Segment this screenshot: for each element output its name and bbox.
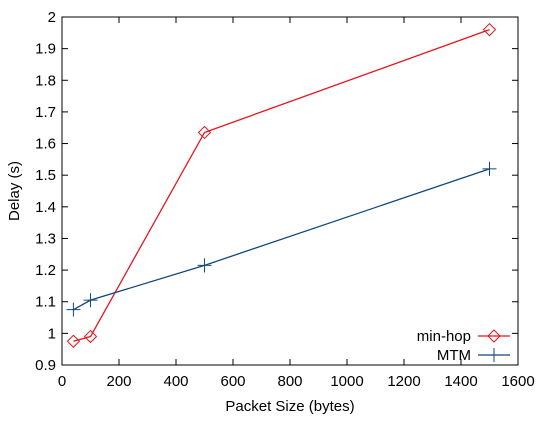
- y-tick-label: 1.7: [35, 104, 56, 121]
- data-point: [197, 258, 212, 273]
- y-tick-label: 1.5: [35, 167, 56, 184]
- legend-item: min-hop: [417, 328, 510, 345]
- series-line: [73, 168, 490, 311]
- legend-marker: [487, 348, 501, 362]
- data-point: [66, 302, 81, 317]
- data-point: [66, 334, 81, 348]
- series-min-hop: [66, 22, 497, 348]
- legend: min-hop MTM: [417, 328, 510, 364]
- ticks-layer: 0 200 400 600 800 1000 1200 1400 1600 0.9 1 1.1 1.2 1…: [35, 9, 535, 390]
- series-mtm: [66, 161, 497, 317]
- series-line: [73, 29, 490, 342]
- data-point: [83, 329, 98, 344]
- y-tick-label: 1.8: [35, 72, 56, 89]
- legend-marker: [487, 329, 501, 343]
- series-layer: [66, 22, 497, 348]
- x-tick-label: 600: [220, 373, 245, 390]
- plot-frame: [61, 16, 519, 366]
- legend-label: MTM: [437, 347, 471, 364]
- y-tick-label: 1.3: [35, 230, 56, 247]
- y-tick-label: 0.9: [35, 357, 56, 374]
- y-tick-label: 2: [48, 9, 56, 26]
- x-tick-label: 200: [106, 373, 131, 390]
- y-tick-label: 1.2: [35, 262, 56, 279]
- x-axis-label: Packet Size (bytes): [225, 398, 354, 415]
- x-tick-label: 1200: [387, 373, 420, 390]
- x-tick-label: 400: [163, 373, 188, 390]
- x-tick-label: 1400: [444, 373, 477, 390]
- data-point: [482, 161, 497, 176]
- legend-label: min-hop: [417, 328, 471, 345]
- y-axis-label: Delay (s): [6, 161, 23, 221]
- x-tick-label: 1600: [501, 373, 534, 390]
- x-tick-label: 0: [58, 373, 66, 390]
- y-tick-label: 1: [48, 325, 56, 342]
- y-tick-label: 1.1: [35, 294, 56, 311]
- x-tick-label: 800: [277, 373, 302, 390]
- legend-item: MTM: [437, 347, 510, 364]
- y-tick-label: 1.6: [35, 136, 56, 153]
- data-point: [482, 22, 497, 37]
- y-tick-label: 1.4: [35, 199, 56, 216]
- data-point: [197, 125, 212, 140]
- y-tick-label: 1.9: [35, 41, 56, 58]
- data-point: [83, 293, 98, 308]
- x-tick-label: 1000: [330, 373, 363, 390]
